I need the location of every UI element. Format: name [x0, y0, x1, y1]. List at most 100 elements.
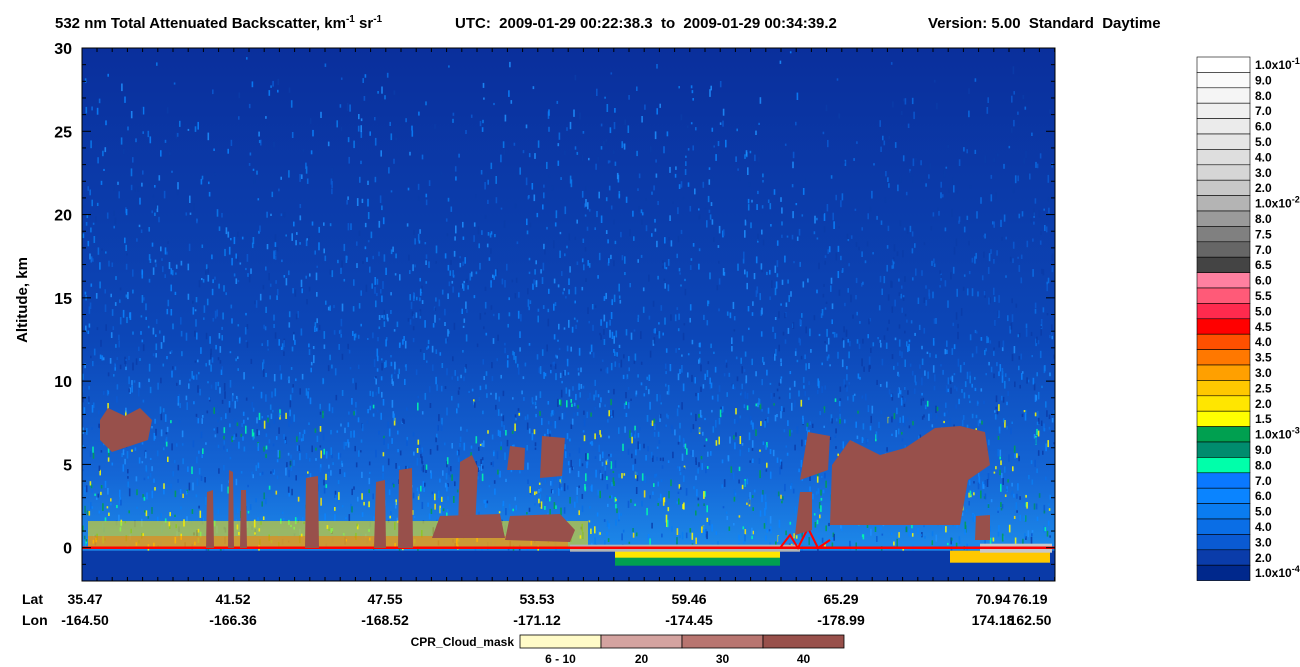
texture: [561, 271, 563, 276]
texture: [569, 175, 572, 184]
texture: [110, 332, 113, 338]
texture: [755, 256, 758, 264]
texture: [993, 351, 995, 356]
texture: [945, 385, 948, 393]
texture: [553, 502, 556, 509]
texture: [196, 456, 198, 464]
texture: [258, 131, 260, 137]
texture: [705, 438, 708, 442]
texture: [1036, 516, 1039, 522]
texture: [404, 340, 407, 349]
texture: [166, 251, 168, 255]
texture: [541, 418, 543, 426]
texture: [526, 230, 529, 235]
texture: [368, 477, 371, 485]
texture: [453, 250, 456, 257]
texture: [792, 488, 795, 494]
texture: [447, 483, 449, 487]
texture: [766, 369, 768, 376]
texture: [318, 226, 320, 233]
texture: [975, 252, 977, 259]
texture: [169, 351, 172, 354]
texture: [1040, 326, 1042, 329]
texture: [511, 509, 514, 514]
texture: [891, 265, 893, 269]
texture: [198, 468, 201, 475]
texture: [296, 436, 298, 442]
texture: [210, 364, 212, 372]
texture: [835, 446, 837, 449]
texture: [662, 457, 664, 462]
texture: [175, 443, 178, 447]
texture: [719, 409, 722, 418]
texture: [678, 484, 681, 489]
texture: [862, 423, 865, 430]
texture: [1026, 377, 1028, 384]
texture: [120, 137, 123, 145]
chart-title: 532 nm Total Attenuated Backscatter, km-…: [55, 14, 383, 32]
texture: [311, 221, 314, 226]
texture: [428, 513, 431, 520]
texture: [257, 198, 260, 201]
texture: [221, 366, 224, 371]
texture: [291, 132, 294, 138]
texture: [620, 513, 622, 516]
texture: [634, 353, 637, 361]
texture: [1001, 504, 1004, 509]
texture: [348, 514, 351, 521]
texture: [770, 224, 772, 227]
texture: [517, 363, 519, 368]
texture: [640, 382, 643, 386]
texture: [203, 305, 206, 313]
texture: [542, 204, 544, 210]
plot-area: [82, 48, 1055, 581]
texture: [1006, 486, 1008, 493]
texture: [361, 198, 364, 203]
texture: [490, 392, 492, 395]
texture: [107, 403, 109, 410]
texture: [123, 148, 125, 155]
texture: [116, 384, 119, 390]
texture: [1035, 395, 1038, 401]
texture: [194, 360, 197, 363]
texture: [495, 404, 497, 410]
texture: [870, 528, 872, 536]
texture: [803, 385, 805, 389]
texture: [1051, 335, 1054, 340]
texture: [557, 476, 559, 482]
texture: [104, 289, 106, 294]
texture: [1018, 365, 1020, 371]
texture: [170, 483, 172, 490]
texture: [705, 528, 707, 534]
texture: [231, 257, 233, 266]
texture: [380, 412, 382, 420]
texture: [444, 442, 446, 446]
texture: [629, 430, 631, 438]
texture: [1003, 214, 1006, 222]
texture: [170, 284, 172, 292]
texture: [447, 197, 450, 202]
texture: [154, 185, 156, 188]
texture: [604, 96, 606, 99]
lon-label: -174.45: [665, 612, 713, 628]
texture: [717, 153, 720, 157]
texture: [613, 294, 616, 303]
texture: [680, 284, 682, 287]
texture: [503, 149, 506, 156]
texture: [341, 260, 343, 268]
colorbar-box: [1196, 534, 1251, 551]
texture: [698, 357, 701, 363]
texture: [802, 188, 805, 195]
texture: [924, 404, 927, 410]
texture: [802, 376, 805, 383]
texture: [93, 348, 96, 356]
texture: [558, 487, 560, 496]
texture: [763, 361, 765, 365]
texture: [870, 415, 872, 424]
texture: [551, 185, 554, 191]
texture: [536, 212, 539, 218]
texture: [156, 205, 159, 213]
texture: [900, 397, 903, 406]
texture: [245, 425, 247, 434]
texture: [983, 290, 986, 296]
